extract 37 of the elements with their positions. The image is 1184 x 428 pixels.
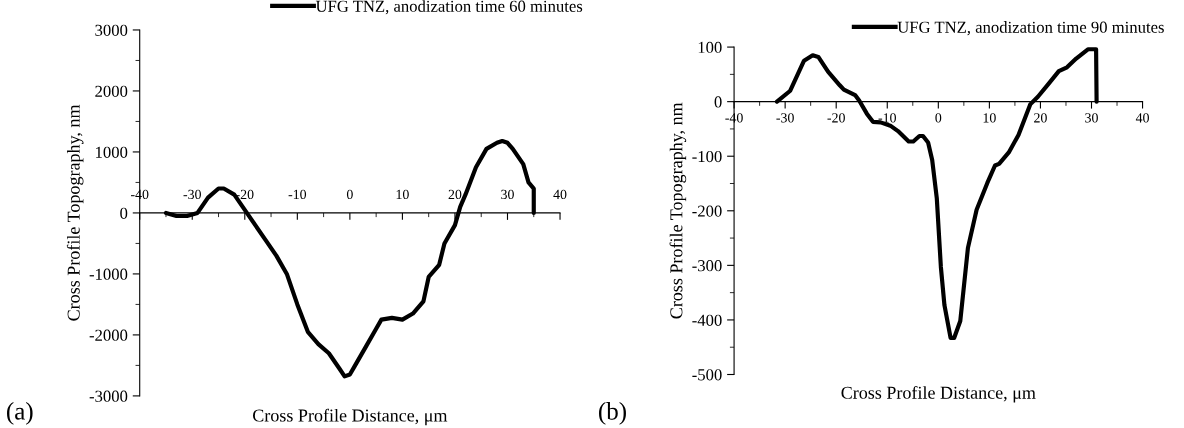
x-tick-label: -20 xyxy=(827,113,845,123)
y-tick-label: -3000 xyxy=(89,390,128,402)
y-tick-label: -200 xyxy=(692,205,722,217)
x-axis-title: Cross Profile Distance, μm xyxy=(253,408,448,426)
x-tick-label: -20 xyxy=(236,189,254,200)
x-tick-label: -30 xyxy=(776,113,794,123)
y-tick-label: 0 xyxy=(714,96,722,108)
y-tick-label: -500 xyxy=(692,369,722,381)
y-axis-title: Cross Profile Topography, nm xyxy=(66,104,84,321)
y-tick-label: 0 xyxy=(120,207,128,219)
y-axis-title: Cross Profile Topography, nm xyxy=(669,102,687,319)
x-tick-label: 0 xyxy=(935,113,942,123)
y-tick-label: -400 xyxy=(692,314,722,326)
x-tick-label: 20 xyxy=(1034,113,1047,123)
y-tick-label: -1000 xyxy=(89,268,128,280)
y-tick-label: 2000 xyxy=(95,85,128,97)
x-tick-label: 20 xyxy=(448,189,462,200)
legend-label: UFG TNZ, anodization time 60 minutes xyxy=(315,0,583,15)
x-tick-label: 40 xyxy=(553,189,567,200)
x-tick-label: 0 xyxy=(346,189,353,200)
y-tick-label: -300 xyxy=(692,260,722,272)
y-tick-label: -100 xyxy=(692,150,722,163)
y-tick-label: 3000 xyxy=(95,24,128,36)
y-tick-label: -2000 xyxy=(89,329,128,341)
x-axis-title: Cross Profile Distance, μm xyxy=(841,385,1036,403)
x-tick-label: 10 xyxy=(396,189,409,200)
x-tick-label: -30 xyxy=(183,189,201,200)
y-tick-label: 100 xyxy=(698,41,722,54)
legend-label: UFG TNZ, anodization time 90 minutes xyxy=(897,21,1164,36)
x-tick-label: 30 xyxy=(501,189,514,200)
text: (b) xyxy=(599,402,626,425)
y-tick-label: 1000 xyxy=(96,146,128,158)
text: (a) xyxy=(7,402,33,425)
x-tick-label: 10 xyxy=(983,113,996,123)
x-tick-label: 30 xyxy=(1085,113,1098,123)
x-tick-label: -10 xyxy=(288,189,307,200)
x-tick-label: 40 xyxy=(1135,113,1149,123)
